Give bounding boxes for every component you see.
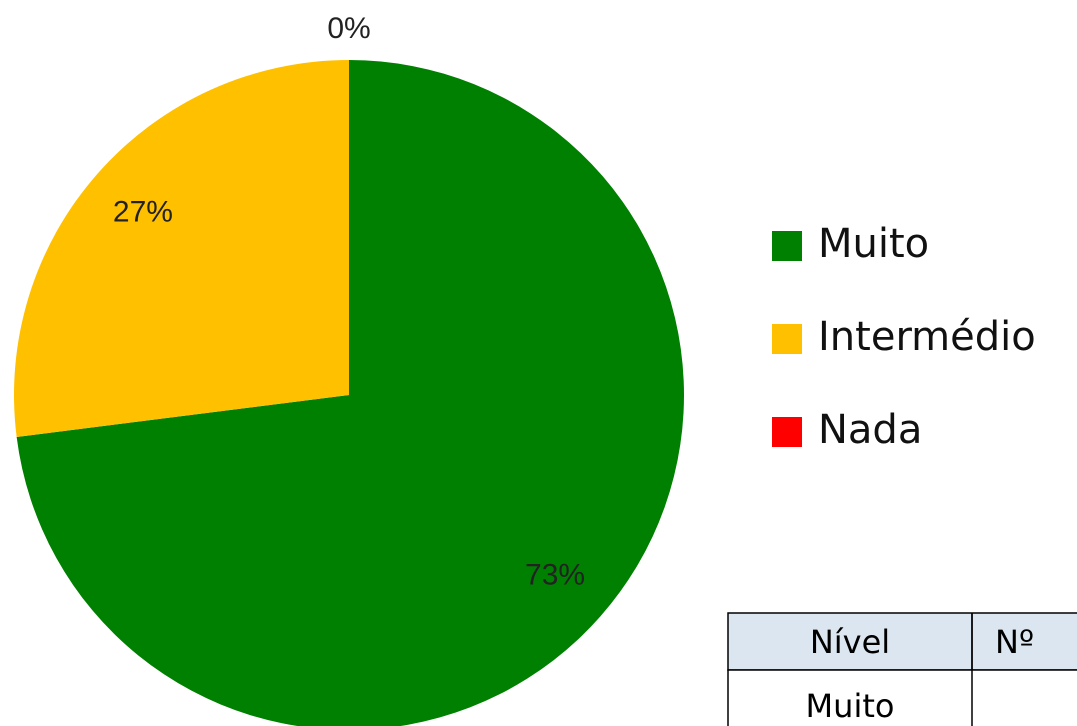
data-label: 73% — [525, 559, 585, 592]
table: Nível Nº Muito — [727, 612, 1077, 726]
table-header-cell: Nível — [810, 623, 890, 661]
legend-label: Intermédio — [818, 314, 1036, 360]
legend-swatch — [772, 417, 802, 447]
data-label: 27% — [113, 195, 173, 228]
table-header-cell: Nº — [995, 623, 1034, 661]
pie-slice — [13, 60, 349, 437]
table-row — [727, 669, 1077, 726]
legend-swatch — [772, 231, 802, 261]
legend-swatch — [772, 324, 802, 354]
table-header-row — [727, 612, 1077, 671]
data-label: 0% — [327, 12, 370, 45]
pie — [13, 60, 684, 726]
legend-label: Nada — [818, 407, 922, 453]
legend-label: Muito — [818, 221, 929, 267]
table-cell: Muito — [806, 687, 895, 725]
pie-slice — [16, 60, 684, 726]
